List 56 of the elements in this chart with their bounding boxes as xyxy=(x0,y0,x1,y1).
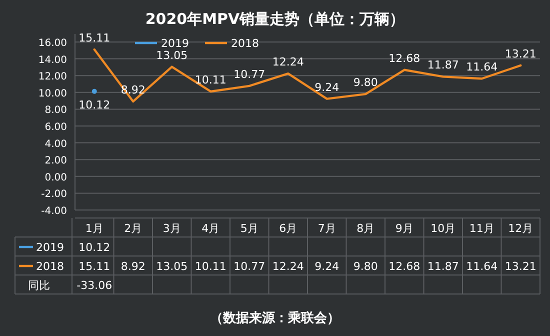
x-tick-label: 11月 xyxy=(469,222,494,235)
x-tick-label: 6月 xyxy=(279,222,298,235)
data-label: 13.21 xyxy=(504,260,536,273)
data-label: 8.92 xyxy=(120,260,146,273)
data-label: 11.87 xyxy=(427,260,459,273)
text: 9.24 xyxy=(314,80,340,94)
x-tick-label: 5月 xyxy=(240,222,258,235)
data-label: 15.11 xyxy=(78,260,110,273)
data-label: 10.12 xyxy=(78,98,110,112)
data-label: 11.64 xyxy=(466,260,498,273)
data-label: 10.11 xyxy=(194,260,226,273)
data-label: 12.24 xyxy=(272,260,304,273)
legend-label: 2018 xyxy=(231,37,259,50)
text: 2018 xyxy=(36,260,64,273)
y-tick-label: 8.00 xyxy=(44,105,67,116)
x-tick-label: 12月 xyxy=(508,222,534,235)
data-label: 9.24 xyxy=(314,260,340,273)
y-tick-label: 4.00 xyxy=(44,138,67,150)
y-tick-label: 14.00 xyxy=(38,54,67,66)
text: 11.64 xyxy=(466,60,498,74)
x-tick-label: 10月 xyxy=(430,222,456,235)
data-label: 13.05 xyxy=(156,260,188,273)
x-tick-label: 9月 xyxy=(395,222,414,235)
y-tick-label: -4.00 xyxy=(41,206,67,217)
x-tick-label: 8月 xyxy=(356,222,375,235)
x-tick-label: 1月 xyxy=(85,222,104,235)
text: 同比 xyxy=(28,279,50,292)
text: 13.21 xyxy=(504,47,536,60)
x-tick-label: 7月 xyxy=(318,222,336,235)
data-label: 9.80 xyxy=(353,260,378,273)
y-tick-label: 2.00 xyxy=(44,156,67,167)
text: 10.12 xyxy=(78,241,110,254)
text: 12.68 xyxy=(388,52,420,65)
y-tick-label: 16.00 xyxy=(38,38,67,49)
text: -33.06 xyxy=(76,279,112,292)
y-tick-label: 12.00 xyxy=(38,72,67,83)
legend-label: 2019 xyxy=(161,37,189,50)
text: 10.77 xyxy=(234,68,266,81)
chart-title: 2020年MPV销量走势（单位：万辆） xyxy=(145,10,405,28)
y-tick-label: 6.00 xyxy=(44,122,67,133)
text: 15.11 xyxy=(78,31,110,44)
x-tick-label: 4月 xyxy=(202,222,220,235)
data-label: 10.77 xyxy=(234,260,266,273)
text: 2019 xyxy=(36,241,64,254)
y-tick-label: 0.00 xyxy=(44,172,67,184)
text: 11.87 xyxy=(427,58,459,72)
text: 13.05 xyxy=(156,48,188,62)
text: （数据来源：乘联会） xyxy=(210,310,340,326)
x-tick-label: 3月 xyxy=(162,222,181,235)
y-tick-label: 10.00 xyxy=(38,88,67,100)
y-tick-label: -2.00 xyxy=(41,189,67,200)
text: 10.11 xyxy=(194,73,226,86)
data-label: 12.68 xyxy=(388,260,420,273)
x-tick-label: 2月 xyxy=(124,222,142,235)
text: 9.80 xyxy=(353,76,378,90)
text: 12.24 xyxy=(272,56,304,69)
